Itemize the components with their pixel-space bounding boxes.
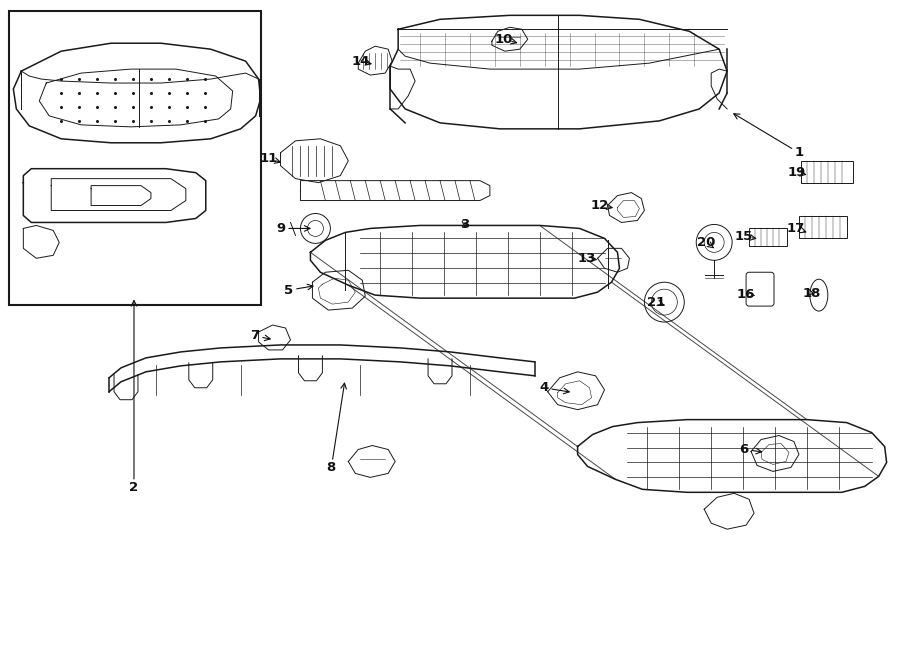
Text: 16: 16	[737, 288, 755, 301]
Text: 17: 17	[787, 222, 806, 235]
Text: 20: 20	[697, 236, 716, 249]
Bar	[801, 161, 853, 182]
Text: 11: 11	[259, 152, 278, 165]
Bar	[749, 229, 787, 247]
Text: 13: 13	[578, 252, 596, 265]
Text: 7: 7	[250, 329, 259, 342]
Text: 2: 2	[130, 481, 139, 494]
Bar	[799, 217, 847, 239]
Text: 21: 21	[647, 295, 665, 309]
Text: 12: 12	[590, 199, 608, 212]
Text: 1: 1	[795, 146, 804, 159]
Text: 3: 3	[460, 218, 470, 231]
Text: 8: 8	[327, 461, 336, 474]
Text: 19: 19	[788, 166, 806, 179]
Text: 6: 6	[740, 443, 749, 456]
Text: 18: 18	[803, 287, 821, 299]
Bar	[9, 11, 261, 305]
Text: 14: 14	[351, 55, 370, 67]
Text: 10: 10	[495, 33, 513, 46]
Text: 5: 5	[284, 284, 293, 297]
Text: 4: 4	[539, 381, 548, 394]
Text: 9: 9	[276, 222, 285, 235]
Text: 15: 15	[735, 230, 753, 243]
